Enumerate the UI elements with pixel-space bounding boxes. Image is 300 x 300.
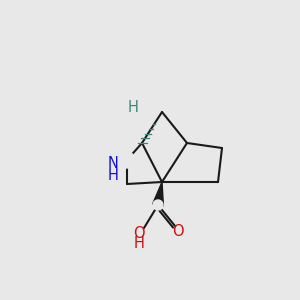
Circle shape [119,152,135,168]
Text: N: N [108,157,118,172]
Polygon shape [153,182,164,206]
Text: H: H [108,169,118,184]
Text: H: H [128,100,138,115]
Text: O: O [172,224,184,238]
Text: H: H [134,236,144,251]
Text: O: O [133,226,145,241]
Circle shape [153,200,163,210]
